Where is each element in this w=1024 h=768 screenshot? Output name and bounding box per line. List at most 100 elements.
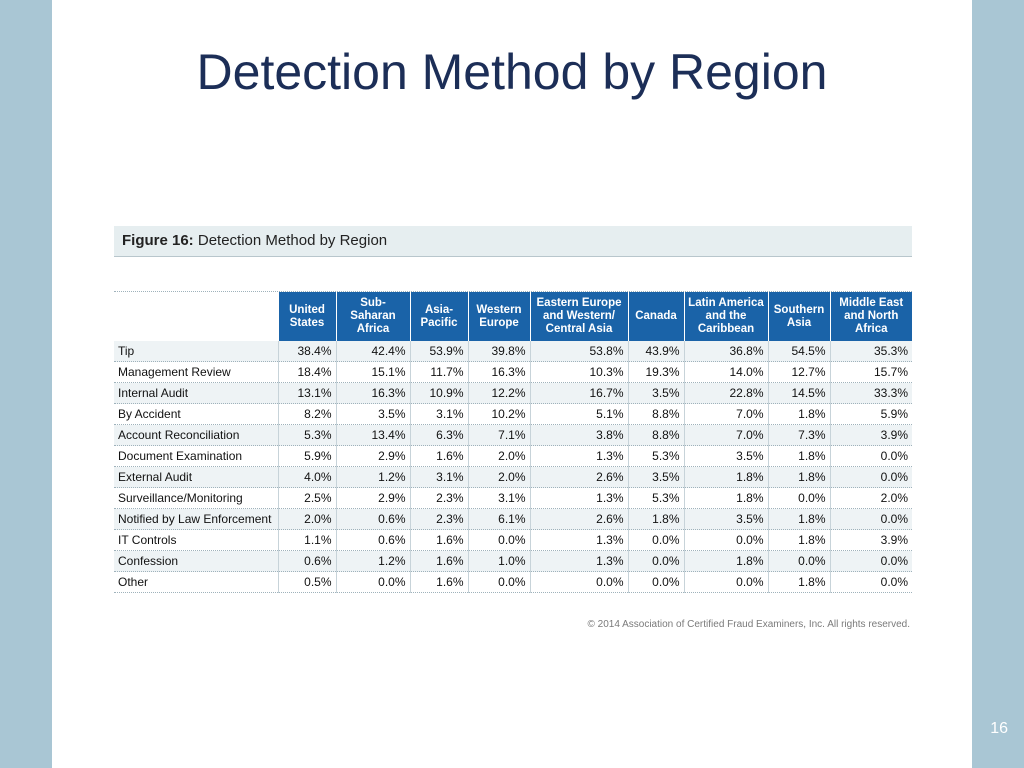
row-label: Confession — [114, 550, 278, 572]
table-cell: 2.6% — [529, 508, 628, 530]
table-row: By Accident 8.2% 3.5% 3.1% 10.2% 5.1% 8.8% 7.0%… — [114, 403, 912, 425]
table-cell: 12.7% — [767, 361, 830, 383]
figure-caption-text: Detection Method by Region — [193, 232, 388, 249]
row-label: By Accident — [114, 403, 278, 425]
table-cell: 7.3% — [767, 424, 830, 446]
table-row: Other 0.5% 0.0% 1.6% 0.0% 0.0% 0.0% 0.0% 1.8% 0.0… — [114, 571, 912, 593]
table-cell: 4.0% — [277, 466, 336, 488]
table-cell: 2.9% — [335, 445, 410, 467]
row-label: Document Examination — [114, 445, 278, 467]
row-label: Surveillance/Monitoring — [114, 487, 278, 509]
table-cell: 0.0% — [767, 550, 830, 572]
table-row: Management Review 18.4% 15.1% 11.7% 16.3% 10.… — [114, 361, 912, 383]
table-cell: 0.0% — [627, 571, 684, 593]
table-cell: 1.1% — [277, 529, 336, 551]
table-cell: 0.0% — [683, 571, 768, 593]
copyright-notice: © 2014 Association of Certified Fraud Ex… — [587, 619, 910, 630]
row-label: Other — [114, 571, 278, 593]
table-cell: 3.5% — [627, 382, 684, 404]
table-cell: 0.0% — [829, 508, 912, 530]
table-cell: 1.6% — [409, 445, 468, 467]
table-cell: 3.5% — [683, 445, 768, 467]
header-cell: Sub-Saharan Africa — [335, 292, 410, 341]
table-cell: 1.8% — [767, 403, 830, 425]
table-cell: 16.3% — [467, 361, 530, 383]
table-cell: 1.8% — [767, 466, 830, 488]
table-cell: 36.8% — [683, 341, 768, 362]
slide-panel: Detection Method by Region Figure 16: De… — [52, 0, 972, 768]
table-cell: 18.4% — [277, 361, 336, 383]
table-cell: 1.8% — [767, 571, 830, 593]
page-number: 16 — [990, 720, 1008, 737]
table-cell: 1.3% — [529, 529, 628, 551]
table-cell: 0.5% — [277, 571, 336, 593]
table-cell: 8.8% — [627, 424, 684, 446]
header-cell: Latin America and the Caribbean — [683, 292, 768, 341]
row-label: External Audit — [114, 466, 278, 488]
table-row: Surveillance/Monitoring 2.5% 2.9% 2.3% 3.1% 1… — [114, 487, 912, 509]
header-blank — [114, 292, 278, 341]
header-cell: Middle East and North Africa — [829, 292, 912, 341]
table-row: Confession 0.6% 1.2% 1.6% 1.0% 1.3% 0.0% 1.8% 0.… — [114, 550, 912, 572]
table-row: Tip 38.4% 42.4% 53.9% 39.8% 53.8% 43.9% 36.8% 54… — [114, 341, 912, 362]
table-cell: 14.5% — [767, 382, 830, 404]
table-cell: 3.9% — [829, 529, 912, 551]
table-cell: 5.3% — [627, 445, 684, 467]
table-cell: 3.5% — [627, 466, 684, 488]
table-cell: 5.3% — [627, 487, 684, 509]
table-cell: 39.8% — [467, 341, 530, 362]
table-cell: 7.1% — [467, 424, 530, 446]
table-cell: 0.6% — [335, 508, 410, 530]
table-cell: 0.0% — [829, 550, 912, 572]
table-cell: 1.8% — [767, 445, 830, 467]
table-cell: 53.8% — [529, 341, 628, 362]
table-cell: 54.5% — [767, 341, 830, 362]
table-cell: 1.3% — [529, 445, 628, 467]
table-cell: 5.9% — [829, 403, 912, 425]
table-cell: 13.1% — [277, 382, 336, 404]
table-cell: 1.2% — [335, 550, 410, 572]
table-cell: 0.0% — [683, 529, 768, 551]
table-row: IT Controls 1.1% 0.6% 1.6% 0.0% 1.3% 0.0% 0.0% 1… — [114, 529, 912, 551]
table-cell: 3.1% — [467, 487, 530, 509]
detection-table: United States Sub-Saharan Africa Asia-Pa… — [114, 292, 912, 593]
table-cell: 0.0% — [529, 571, 628, 593]
table-cell: 2.3% — [409, 508, 468, 530]
table-row: Account Reconciliation 5.3% 13.4% 6.3% 7.1% 3… — [114, 424, 912, 446]
header-cell: Eastern Europe and Western/ Central Asia — [529, 292, 628, 341]
header-cell: Southern Asia — [767, 292, 830, 341]
table-cell: 1.8% — [627, 508, 684, 530]
table-cell: 1.6% — [409, 571, 468, 593]
table-cell: 1.6% — [409, 529, 468, 551]
table-cell: 2.3% — [409, 487, 468, 509]
table-cell: 6.1% — [467, 508, 530, 530]
table-cell: 0.0% — [467, 529, 530, 551]
header-cell: Canada — [627, 292, 684, 341]
table-cell: 16.3% — [335, 382, 410, 404]
table-cell: 3.1% — [409, 403, 468, 425]
table-cell: 0.0% — [829, 466, 912, 488]
table-cell: 0.6% — [277, 550, 336, 572]
row-label: Notified by Law Enforcement — [114, 508, 278, 530]
table-cell: 13.4% — [335, 424, 410, 446]
table-cell: 0.0% — [829, 571, 912, 593]
table-cell: 10.3% — [529, 361, 628, 383]
table-cell: 1.3% — [529, 550, 628, 572]
table-cell: 2.0% — [467, 466, 530, 488]
table-cell: 0.6% — [335, 529, 410, 551]
table-cell: 2.0% — [829, 487, 912, 509]
table-cell: 7.0% — [683, 403, 768, 425]
table-cell: 3.8% — [529, 424, 628, 446]
figure-caption: Figure 16: Detection Method by Region — [114, 226, 912, 257]
left-side-band — [0, 0, 52, 768]
slide-title: Detection Method by Region — [196, 44, 828, 100]
table-cell: 0.0% — [467, 571, 530, 593]
figure-caption-label: Figure 16: — [122, 232, 194, 249]
table-cell: 0.0% — [335, 571, 410, 593]
table-wrap: United States Sub-Saharan Africa Asia-Pa… — [114, 291, 912, 593]
table-cell: 5.9% — [277, 445, 336, 467]
table-cell: 1.8% — [683, 466, 768, 488]
row-label: Tip — [114, 341, 278, 362]
table-cell: 2.0% — [467, 445, 530, 467]
table-cell: 42.4% — [335, 341, 410, 362]
